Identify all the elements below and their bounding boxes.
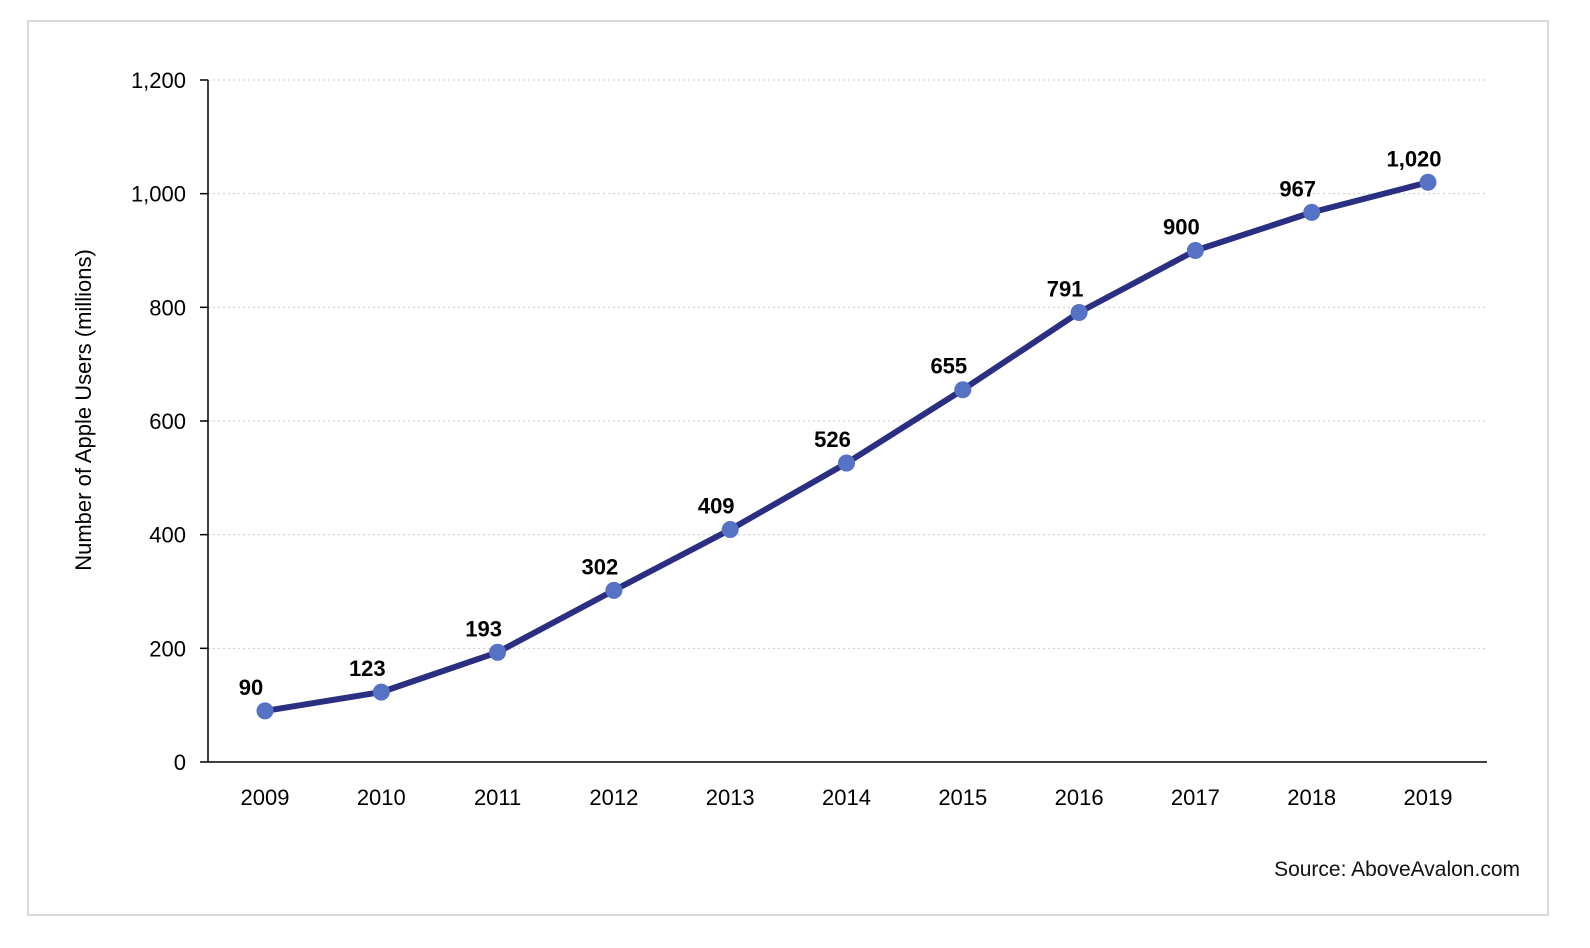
data-label: 302 — [582, 554, 619, 579]
y-tick-label: 1,200 — [131, 68, 186, 93]
data-labels: 90 123 193 302 409 526 655 791 900 967 1,020 — [239, 146, 1442, 700]
data-label: 791 — [1047, 276, 1084, 301]
axes — [200, 79, 1487, 763]
data-label: 90 — [239, 675, 263, 700]
data-point — [1186, 242, 1204, 259]
data-point — [489, 643, 507, 661]
x-tick-label: 2010 — [357, 785, 406, 810]
data-label: 409 — [698, 494, 735, 519]
y-tick-label: 800 — [149, 295, 186, 320]
data-point — [372, 683, 390, 701]
source-note: Source: AboveAvalon.com — [1274, 858, 1520, 881]
data-point — [721, 521, 739, 539]
y-axis-label: Number of Apple Users (millions) — [71, 249, 96, 571]
data-point — [954, 381, 972, 399]
y-tick-label: 0 — [174, 750, 186, 775]
data-markers — [256, 173, 1437, 720]
gridlines — [208, 79, 1487, 649]
x-tick-label: 2015 — [938, 785, 987, 810]
data-point — [1070, 303, 1088, 321]
x-tick-label: 2012 — [589, 785, 638, 810]
y-tick-label: 200 — [149, 636, 186, 661]
y-tick-label: 600 — [149, 409, 186, 434]
data-label: 526 — [814, 427, 851, 452]
data-label: 123 — [349, 656, 386, 681]
x-tick-label: 2011 — [474, 785, 521, 810]
data-label: 900 — [1163, 215, 1200, 240]
chart-frame — [27, 20, 1549, 916]
y-tick-label: 400 — [149, 523, 186, 548]
data-point — [256, 702, 274, 720]
x-tick-label: 2017 — [1171, 785, 1220, 810]
data-label: 193 — [465, 616, 502, 641]
data-label: 1,020 — [1386, 146, 1441, 171]
data-point — [1303, 203, 1321, 221]
data-point — [1419, 173, 1437, 191]
data-point — [838, 454, 855, 472]
x-tick-label: 2016 — [1055, 785, 1104, 810]
data-label: 655 — [930, 354, 967, 379]
data-label: 967 — [1279, 176, 1316, 201]
x-tick-label: 2018 — [1287, 785, 1336, 810]
x-tick-label: 2019 — [1404, 785, 1453, 810]
x-tick-label: 2014 — [822, 785, 871, 810]
y-tick-label: 1,000 — [131, 182, 186, 207]
x-tick-label: 2009 — [241, 785, 290, 810]
x-tick-label: 2013 — [706, 785, 755, 810]
x-tick-labels: 2009 2010 2011 2012 2013 2014 2015 2016 2017 2018… — [241, 785, 1453, 810]
y-tick-labels: 0 200 400 600 800 1,000 1,200 — [131, 68, 186, 775]
data-point — [605, 581, 623, 599]
